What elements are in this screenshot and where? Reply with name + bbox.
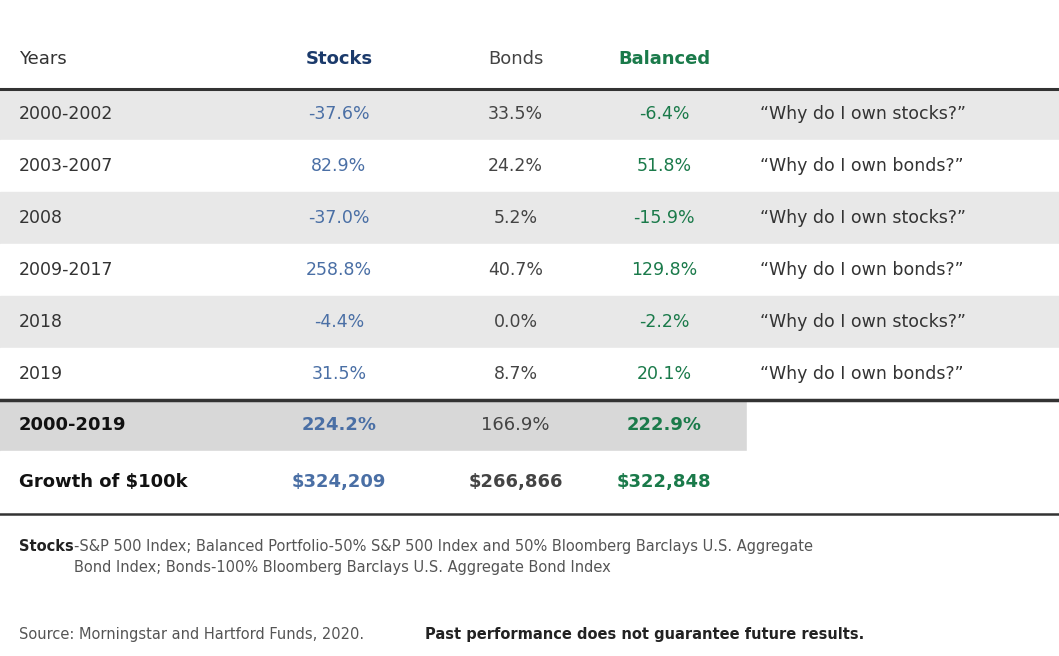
Text: Years: Years: [19, 50, 67, 68]
Text: 31.5%: 31.5%: [311, 365, 366, 382]
Text: Source: Morningstar and Hartford Funds, 2020.: Source: Morningstar and Hartford Funds, …: [19, 627, 369, 642]
Text: 2000-2002: 2000-2002: [19, 106, 113, 123]
Text: 129.8%: 129.8%: [631, 261, 697, 279]
Text: -4.4%: -4.4%: [313, 313, 364, 331]
Text: “Why do I own stocks?”: “Why do I own stocks?”: [760, 209, 967, 227]
Text: “Why do I own stocks?”: “Why do I own stocks?”: [760, 106, 967, 123]
Text: $266,866: $266,866: [468, 474, 563, 491]
Text: 2009-2017: 2009-2017: [19, 261, 113, 279]
Text: Past performance does not guarantee future results.: Past performance does not guarantee futu…: [425, 627, 864, 642]
Text: -15.9%: -15.9%: [633, 209, 695, 227]
Text: 166.9%: 166.9%: [482, 417, 550, 434]
Text: 2019: 2019: [19, 365, 64, 382]
Text: -6.4%: -6.4%: [639, 106, 689, 123]
Text: “Why do I own bonds?”: “Why do I own bonds?”: [760, 365, 964, 382]
Text: “Why do I own bonds?”: “Why do I own bonds?”: [760, 157, 964, 175]
Text: 2000-2019: 2000-2019: [19, 417, 127, 434]
Bar: [0, 89, 1059, 140]
Bar: [0, 296, 1059, 348]
Text: 51.8%: 51.8%: [636, 157, 692, 175]
Text: $322,848: $322,848: [616, 474, 712, 491]
Text: 82.9%: 82.9%: [311, 157, 366, 175]
Text: Growth of $100k: Growth of $100k: [19, 474, 187, 491]
Text: 2008: 2008: [19, 209, 64, 227]
Bar: [0, 140, 1059, 192]
Text: 5.2%: 5.2%: [493, 209, 538, 227]
Text: 0.0%: 0.0%: [493, 313, 538, 331]
Bar: [0, 30, 1059, 89]
Text: -S&P 500 Index; Balanced Portfolio-50% S&P 500 Index and 50% Bloomberg Barclays : -S&P 500 Index; Balanced Portfolio-50% S…: [74, 539, 813, 575]
Text: “Why do I own bonds?”: “Why do I own bonds?”: [760, 261, 964, 279]
Bar: [747, 400, 1059, 451]
Bar: [0, 348, 1059, 400]
Text: 258.8%: 258.8%: [306, 261, 372, 279]
Text: 20.1%: 20.1%: [636, 365, 692, 382]
Text: 40.7%: 40.7%: [488, 261, 543, 279]
Text: “Why do I own stocks?”: “Why do I own stocks?”: [760, 313, 967, 331]
Text: Stocks: Stocks: [305, 50, 373, 68]
Text: -37.6%: -37.6%: [308, 106, 370, 123]
Text: 8.7%: 8.7%: [493, 365, 538, 382]
Text: 33.5%: 33.5%: [488, 106, 543, 123]
Text: 222.9%: 222.9%: [627, 417, 701, 434]
Bar: [0, 244, 1059, 296]
Bar: [0, 451, 1059, 514]
Text: 2018: 2018: [19, 313, 64, 331]
Text: -2.2%: -2.2%: [639, 313, 689, 331]
Bar: [0, 400, 747, 451]
Text: $324,209: $324,209: [291, 474, 387, 491]
Text: Stocks: Stocks: [19, 539, 74, 554]
Bar: [0, 192, 1059, 244]
Text: Bonds: Bonds: [488, 50, 543, 68]
Text: -37.0%: -37.0%: [308, 209, 370, 227]
Text: 224.2%: 224.2%: [302, 417, 376, 434]
Text: Balanced: Balanced: [618, 50, 710, 68]
Text: 2003-2007: 2003-2007: [19, 157, 113, 175]
Text: 24.2%: 24.2%: [488, 157, 543, 175]
